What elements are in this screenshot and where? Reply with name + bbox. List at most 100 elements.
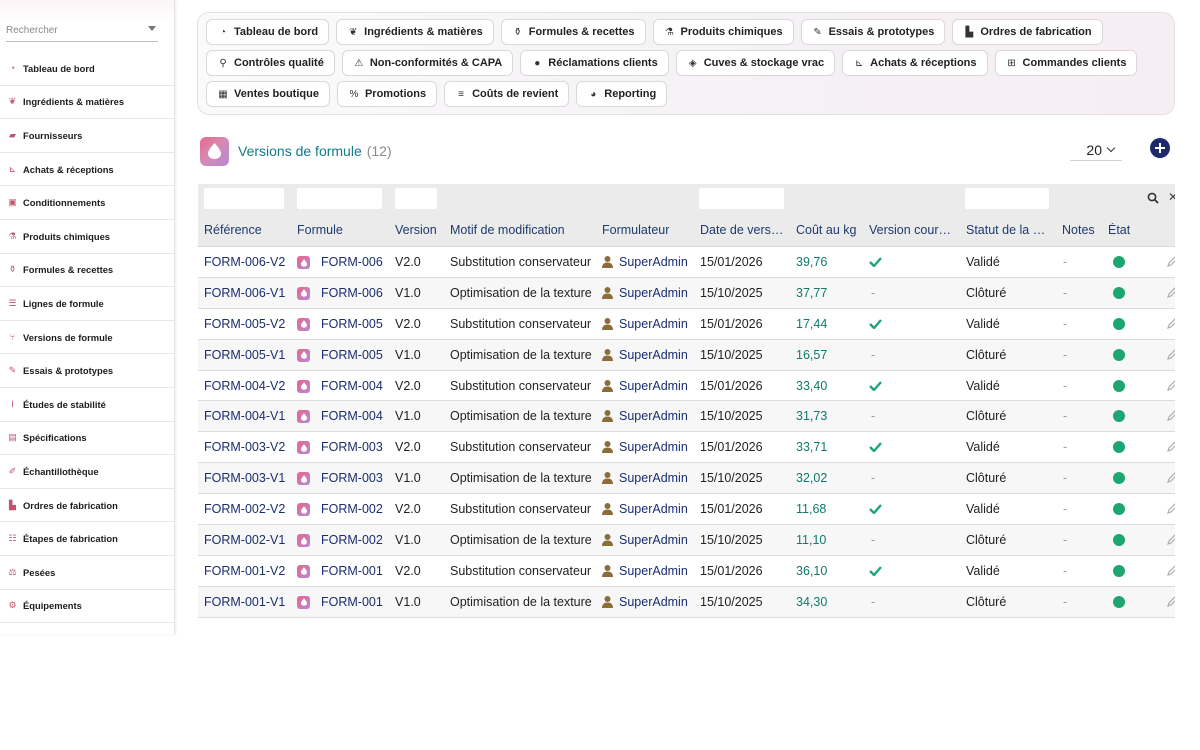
reference-link[interactable]: FORM-001-V2 [204, 563, 286, 578]
formula-link[interactable]: FORM-004 [321, 409, 383, 424]
sidebar-item-4[interactable]: ▣ Conditionnements [0, 186, 174, 220]
nav-button[interactable]: ⚲ Contrôles qualité [206, 50, 335, 76]
formula-link[interactable]: FORM-002 [321, 533, 383, 548]
table-row[interactable]: FORM-001-V2 FORM-001 V2.0 Substitution cons… [198, 555, 1175, 587]
formula-link[interactable]: FORM-006 [321, 285, 383, 300]
reference-link[interactable]: FORM-005-V1 [204, 347, 286, 362]
column-header[interactable]: Date de vers… [700, 223, 784, 237]
pencil-icon[interactable] [1166, 410, 1175, 422]
table-row[interactable]: FORM-004-V2 FORM-004 V2.0 Substitution cons… [198, 370, 1175, 402]
pencil-icon[interactable] [1166, 379, 1175, 392]
formula-link[interactable]: FORM-001 [321, 563, 383, 578]
column-header[interactable]: État [1108, 223, 1131, 237]
filter-formule[interactable] [297, 188, 382, 209]
table-row[interactable]: FORM-003-V2 FORM-003 V2.0 Substitution cons… [198, 432, 1175, 464]
sidebar-item-16[interactable]: ⚙ Équipements [0, 590, 174, 624]
search-box[interactable] [6, 20, 158, 42]
search-icon[interactable] [1147, 192, 1159, 204]
sidebar-item-3[interactable]: ⊾ Achats & réceptions [0, 153, 174, 187]
pencil-icon[interactable] [1166, 503, 1175, 515]
formulator-link[interactable]: SuperAdmin [619, 316, 688, 331]
column-header[interactable]: Formulateur [602, 223, 670, 237]
formulator-link[interactable]: SuperAdmin [619, 563, 688, 578]
table-row[interactable]: FORM-005-V2 FORM-005 V2.0 Substitution cons… [198, 308, 1175, 340]
nav-button[interactable]: ≡ Coûts de revient [444, 81, 570, 107]
reference-link[interactable]: FORM-003-V2 [204, 440, 286, 455]
table-row[interactable]: FORM-004-V1 FORM-004 V1.0 Optimisation de l… [198, 401, 1175, 433]
sidebar-item-1[interactable]: ❦ Ingrédients & matières [0, 86, 174, 120]
column-header[interactable]: Référence [204, 223, 262, 237]
nav-button[interactable]: ✎ Essais & prototypes [800, 19, 946, 45]
nav-button[interactable]: ▦ Ventes boutique [206, 81, 330, 107]
nav-button[interactable]: ⊞ Commandes clients [994, 50, 1138, 76]
nav-button[interactable]: ⊾ Achats & réceptions [842, 50, 988, 76]
column-header[interactable]: Motif de modification [450, 223, 565, 237]
reference-link[interactable]: FORM-005-V2 [204, 316, 286, 331]
pencil-icon[interactable] [1166, 565, 1175, 577]
filter-date[interactable] [699, 188, 784, 209]
formulator-link[interactable]: SuperAdmin [619, 533, 688, 548]
nav-button[interactable]: ▙ Ordres de fabrication [952, 19, 1103, 45]
nav-button[interactable]: ⚱ Formules & recettes [500, 19, 646, 45]
table-row[interactable]: FORM-006-V1 FORM-006 V1.0 Optimisation de l… [198, 277, 1175, 309]
pencil-icon[interactable] [1166, 472, 1175, 484]
formulator-link[interactable]: SuperAdmin [619, 594, 688, 609]
column-header[interactable]: Statut de la … [966, 223, 1046, 237]
pencil-icon[interactable] [1166, 441, 1175, 453]
sidebar-item-14[interactable]: ☷ Étapes de fabrication [0, 522, 174, 556]
reference-link[interactable]: FORM-004-V1 [204, 409, 286, 424]
pencil-icon[interactable] [1166, 534, 1175, 546]
sidebar-item-2[interactable]: ▰ Fournisseurs [0, 119, 174, 153]
sidebar-item-8[interactable]: ⑂ Versions de formule [0, 321, 174, 355]
sidebar-item-9[interactable]: ✎ Essais & prototypes [0, 354, 174, 388]
reference-link[interactable]: FORM-002-V1 [204, 533, 286, 548]
reference-link[interactable]: FORM-006-V2 [204, 255, 286, 269]
formula-link[interactable]: FORM-004 [321, 378, 383, 393]
nav-button[interactable]: ⚗ Produits chimiques [652, 19, 794, 45]
sidebar-item-0[interactable]: ◔ Tableau de bord [0, 52, 174, 86]
table-row[interactable]: FORM-005-V1 FORM-005 V1.0 Optimisation de l… [198, 339, 1175, 371]
search-input[interactable] [6, 20, 136, 41]
formulator-link[interactable]: SuperAdmin [619, 502, 688, 517]
formulator-link[interactable]: SuperAdmin [619, 409, 688, 424]
column-header[interactable]: Version [395, 223, 437, 237]
table-row[interactable]: FORM-001-V1 FORM-001 V1.0 Optimisation de l… [198, 586, 1175, 618]
nav-button[interactable]: ● Réclamations clients [520, 50, 669, 76]
formulator-link[interactable]: SuperAdmin [619, 255, 688, 269]
sidebar-item-7[interactable]: ☰ Lignes de formule [0, 287, 174, 321]
sidebar-item-6[interactable]: ⚱ Formules & recettes [0, 254, 174, 288]
reference-link[interactable]: FORM-002-V2 [204, 502, 286, 517]
nav-button[interactable]: ◈ Cuves & stockage vrac [675, 50, 836, 76]
formulator-link[interactable]: SuperAdmin [619, 471, 688, 486]
formulator-link[interactable]: SuperAdmin [619, 378, 688, 393]
reference-link[interactable]: FORM-003-V1 [204, 471, 286, 486]
pencil-icon[interactable] [1166, 348, 1175, 361]
nav-button[interactable]: % Promotions [336, 81, 438, 107]
nav-button[interactable]: ◔ Tableau de bord [206, 19, 330, 45]
table-row[interactable]: FORM-002-V2 FORM-002 V2.0 Substitution cons… [198, 494, 1175, 526]
filter-version[interactable] [395, 188, 437, 209]
formulator-link[interactable]: SuperAdmin [619, 440, 688, 455]
reference-link[interactable]: FORM-004-V2 [204, 378, 286, 393]
pencil-icon[interactable] [1166, 595, 1175, 608]
chevron-down-icon[interactable] [148, 26, 156, 31]
pencil-icon[interactable] [1166, 256, 1175, 268]
column-header[interactable]: Coût au kg [796, 223, 857, 237]
filter-reference[interactable] [204, 188, 284, 209]
table-row[interactable]: FORM-006-V2 FORM-006 V2.0 Substitution cons… [198, 247, 1175, 278]
pencil-icon[interactable] [1166, 287, 1175, 299]
close-icon[interactable]: ✕ [1168, 190, 1175, 204]
formula-link[interactable]: FORM-001 [321, 594, 383, 609]
nav-button[interactable]: ◕ Reporting [576, 81, 668, 107]
column-header[interactable]: Formule [297, 223, 343, 237]
formula-link[interactable]: FORM-003 [321, 471, 383, 486]
nav-button[interactable]: ❦ Ingrédients & matières [336, 19, 494, 45]
table-row[interactable]: FORM-002-V1 FORM-002 V1.0 Optimisation de l… [198, 525, 1175, 556]
sidebar-item-13[interactable]: ▙ Ordres de fabrication [0, 489, 174, 523]
sidebar-item-5[interactable]: ⚗ Produits chimiques [0, 220, 174, 254]
add-record-button[interactable] [1150, 138, 1170, 158]
sidebar-item-10[interactable]: ǀ Études de stabilité [0, 388, 174, 422]
reference-link[interactable]: FORM-001-V1 [204, 594, 286, 609]
formula-link[interactable]: FORM-002 [321, 502, 383, 517]
table-row[interactable]: FORM-003-V1 FORM-003 V1.0 Optimisation de l… [198, 463, 1175, 495]
